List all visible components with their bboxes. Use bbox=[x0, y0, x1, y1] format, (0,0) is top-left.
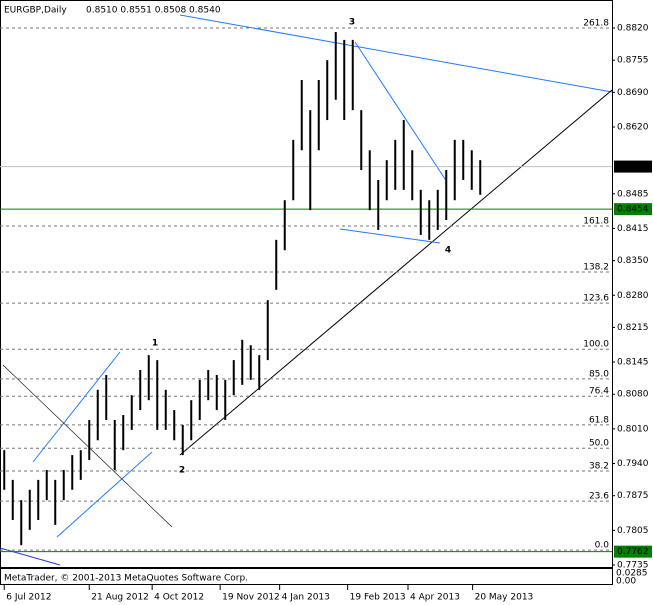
x-tick-label: 19 Feb 2013 bbox=[350, 593, 406, 603]
x-tick-label: 19 Nov 2012 bbox=[222, 593, 280, 603]
wave-label: 2 bbox=[179, 466, 185, 476]
copyright: MetaTrader, © 2001-2013 MetaQuotes Softw… bbox=[4, 574, 248, 584]
trend-line bbox=[0, 547, 61, 566]
fib-label: 100.0 bbox=[583, 340, 609, 350]
price-label: 0.7762 bbox=[617, 547, 649, 557]
trend-line bbox=[354, 41, 448, 183]
fib-label: 76.4 bbox=[589, 387, 609, 397]
fib-label: 161.8 bbox=[583, 216, 609, 226]
y-tick-label: 0.7805 bbox=[617, 526, 649, 536]
y-tick-label: 0.8145 bbox=[617, 358, 649, 368]
x-tick-label: 6 Jul 2012 bbox=[6, 593, 51, 603]
price-label: 0.8454 bbox=[617, 205, 649, 215]
price-box bbox=[614, 203, 652, 216]
sub-pane bbox=[0, 568, 613, 585]
y-tick-label: 0.7875 bbox=[617, 491, 649, 501]
y-tick-label: 0.8485 bbox=[617, 189, 649, 199]
price-label: 0.8540 bbox=[617, 162, 649, 172]
main-pane bbox=[0, 0, 613, 568]
x-tick-label: 21 Aug 2012 bbox=[91, 593, 149, 603]
y-tick-label: 0.8415 bbox=[617, 224, 649, 234]
y-tick-label: 0.8755 bbox=[617, 56, 649, 66]
fib-label: 50.0 bbox=[589, 439, 609, 449]
x-tick-label: 4 Oct 2012 bbox=[154, 593, 204, 603]
y-tick-label: 0.8350 bbox=[617, 256, 649, 266]
y-tick-label: 0.8690 bbox=[617, 88, 649, 98]
price-box bbox=[614, 160, 652, 173]
channel-line bbox=[32, 351, 121, 463]
channel-line bbox=[56, 451, 153, 538]
fib-label: 23.6 bbox=[589, 492, 609, 502]
price-box bbox=[614, 545, 652, 558]
symbol: EURGBP,Daily bbox=[4, 6, 67, 16]
subpane-label: 0.00 bbox=[616, 577, 636, 587]
wave-label: 4 bbox=[445, 246, 451, 256]
fib-label: 138.2 bbox=[583, 263, 609, 273]
fib-label: 38.2 bbox=[589, 461, 609, 471]
fib-label: 61.8 bbox=[589, 415, 609, 425]
y-tick-label: 0.8080 bbox=[617, 390, 649, 400]
y-tick-label: 0.7735 bbox=[617, 561, 649, 571]
x-tick-label: 4 Jan 2013 bbox=[282, 593, 330, 603]
fib-label: 123.6 bbox=[583, 294, 609, 304]
y-tick-label: 0.8620 bbox=[617, 122, 649, 132]
y-tick-label: 0.8280 bbox=[617, 291, 649, 301]
fib-label: 261.8 bbox=[583, 19, 609, 29]
y-tick-label: 0.8215 bbox=[617, 323, 649, 333]
x-tick-label: 20 May 2013 bbox=[475, 593, 534, 603]
y-tick-label: 0.8820 bbox=[617, 24, 649, 34]
ohlc-header: 0.8510 0.8551 0.8508 0.8540 bbox=[86, 6, 221, 16]
wave-label: 3 bbox=[349, 18, 355, 28]
y-tick-label: 0.8010 bbox=[617, 424, 649, 434]
trend-line bbox=[339, 228, 441, 244]
fib-label: 0.0 bbox=[595, 541, 610, 551]
trend-line bbox=[2, 364, 173, 528]
subpane-label: 0.0285 bbox=[616, 569, 648, 579]
wave-label: 1 bbox=[152, 339, 158, 349]
x-tick-label: 4 Apr 2013 bbox=[410, 593, 460, 603]
fib-label: 85.0 bbox=[589, 369, 609, 379]
y-tick-label: 0.7940 bbox=[617, 459, 649, 469]
